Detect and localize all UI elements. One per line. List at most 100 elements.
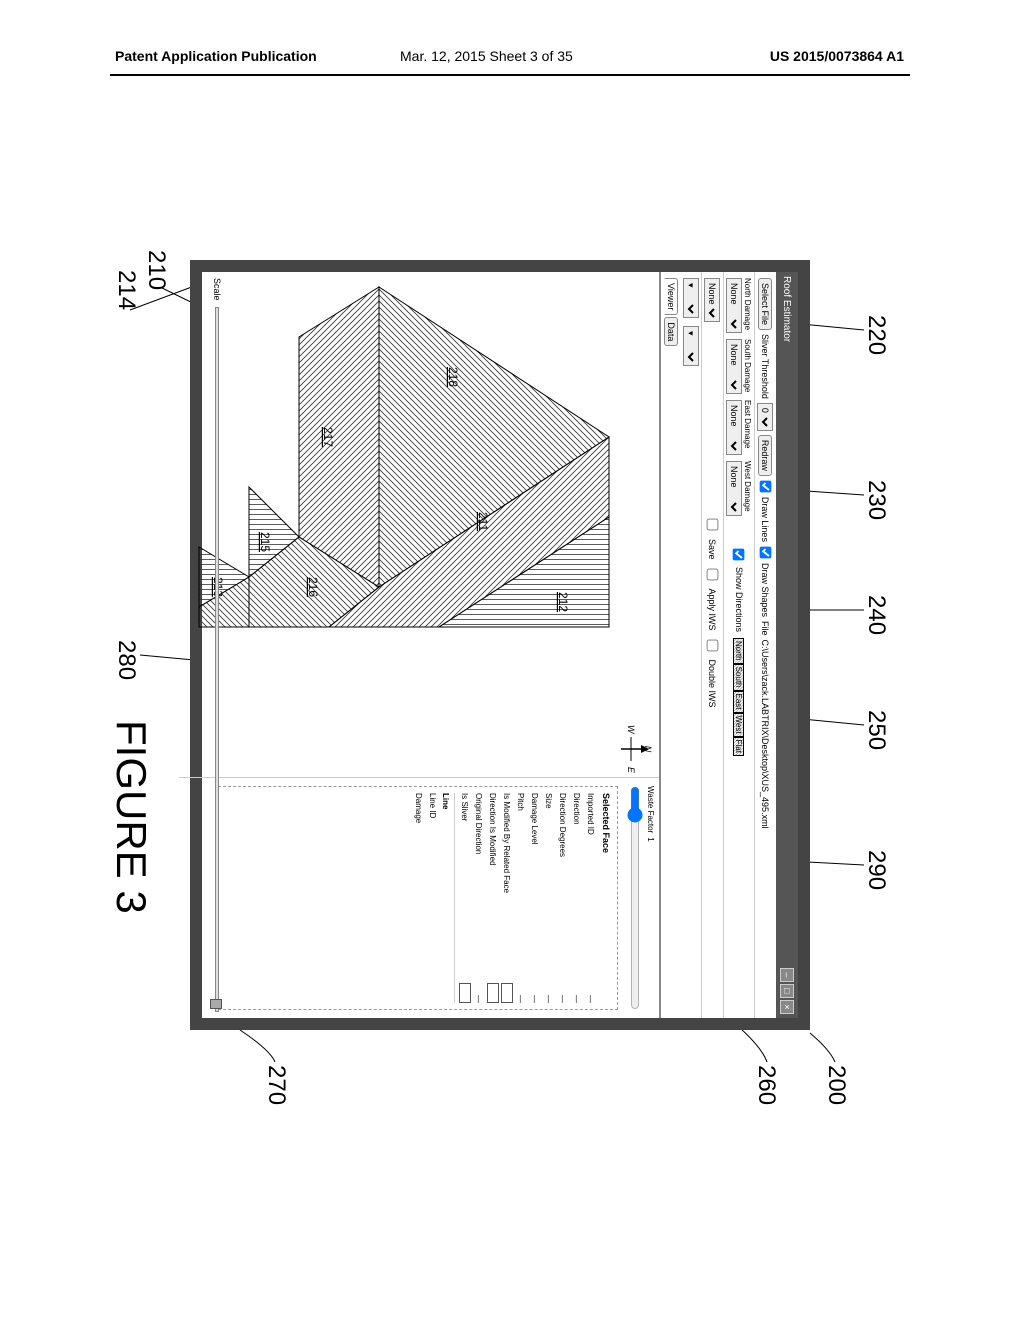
selected-face-row: Direction Degrees — [557, 793, 569, 1003]
south-damage-select[interactable]: None — [726, 339, 742, 394]
scale-slider[interactable] — [215, 307, 219, 1012]
tab-data[interactable]: Data — [664, 317, 678, 346]
selected-face-row: Size — [543, 793, 555, 1003]
east-damage-group: East Damage None — [726, 400, 752, 455]
window-minimize-icon[interactable]: – — [780, 968, 794, 982]
tiny-select-1[interactable]: ▾ — [683, 278, 699, 318]
figure-label: FIGURE 3 — [107, 720, 155, 914]
page-root: Patent Application Publication Mar. 12, … — [0, 0, 1024, 1320]
publication-label: Patent Application Publication — [115, 48, 317, 64]
publication-sheet: Mar. 12, 2015 Sheet 3 of 35 — [400, 48, 573, 64]
save-checkbox[interactable] — [707, 519, 719, 531]
sliver-threshold-select[interactable]: 0 — [758, 403, 774, 431]
selected-face-value — [501, 983, 513, 1003]
draw-lines-label: Draw Lines — [761, 497, 771, 542]
callout-200: 200 — [822, 1065, 850, 1105]
double-iws-label: Double IWS — [708, 660, 718, 708]
dir-west-button[interactable]: West — [734, 713, 745, 737]
face-label-218: 218 — [446, 367, 460, 387]
file-path-label: C:\Users\zack.LABTRIX\Desktop\XUS_495.xm… — [761, 640, 771, 829]
scale-slider-handle[interactable] — [210, 999, 222, 1009]
selected-face-value — [487, 983, 499, 1003]
header: Patent Application Publication Mar. 12, … — [0, 48, 1024, 72]
titlebar-title: Roof Estimator — [782, 276, 793, 342]
bottom-scale: Scale — [208, 278, 226, 1012]
callout-220: 220 — [862, 315, 890, 355]
west-damage-select[interactable]: None — [726, 461, 742, 516]
selected-face-row: Damage Level — [529, 793, 541, 1003]
waste-factor-row: Waste Factor 1 — [646, 786, 655, 1010]
draw-lines-checkbox[interactable] — [760, 481, 772, 493]
select-file-button[interactable]: Select File — [759, 278, 773, 330]
header-rule — [110, 74, 910, 76]
selected-face-row: Original Direction — [473, 793, 485, 1003]
west-damage-group: West Damage None — [726, 461, 752, 516]
dir-flat-button[interactable]: Flat — [734, 737, 745, 756]
line-row: Line ID — [427, 793, 439, 1003]
callout-270: 270 — [262, 1065, 290, 1105]
line-row: Damage — [413, 793, 425, 1003]
dir-east-button[interactable]: East — [734, 691, 745, 713]
selected-face-value — [573, 983, 582, 1003]
window-maximize-icon[interactable]: □ — [780, 984, 794, 998]
dir-south-button[interactable]: South — [734, 664, 745, 691]
face-label-212: 212 — [556, 592, 570, 612]
east-damage-label: East Damage — [743, 400, 752, 448]
selected-face-key: Direction — [573, 793, 582, 825]
app-window: Roof Estimator – □ × Select File Sliver … — [190, 260, 810, 1030]
window-close-icon[interactable]: × — [780, 1000, 794, 1014]
show-directions-checkbox[interactable] — [733, 549, 745, 561]
double-iws-checkbox[interactable] — [707, 639, 719, 651]
tiny-select-2[interactable]: ▾ — [683, 326, 699, 366]
show-directions-label: Show Directions — [734, 567, 744, 632]
waste-factor-value: 1 — [646, 837, 655, 841]
extra-select[interactable]: None — [705, 278, 721, 322]
canvas-area[interactable]: N W E — [179, 272, 659, 778]
callout-280: 280 — [112, 640, 140, 680]
callout-290: 290 — [862, 850, 890, 890]
selected-face-key: Size — [545, 793, 554, 809]
east-damage-select[interactable]: None — [726, 400, 742, 455]
toolbar-row-3b: ▾ ▾ — [681, 272, 701, 1018]
selected-face-key: Original Direction — [475, 793, 484, 854]
draw-shapes-label: Draw Shapes — [761, 563, 771, 617]
selected-face-key: Is Sliver — [461, 793, 470, 821]
titlebar: Roof Estimator – □ × — [776, 272, 798, 1018]
sliver-threshold-label: Sliver Threshold — [761, 334, 771, 399]
waste-factor-label: Waste Factor — [646, 786, 655, 833]
side-panel: Waste Factor 1 Selected Face Imported ID… — [179, 778, 659, 1018]
selected-face-key: Direction Degrees — [559, 793, 568, 857]
line-row-key: Damage — [415, 793, 424, 823]
line-row-key: Line ID — [429, 793, 438, 818]
callout-250: 250 — [862, 710, 890, 750]
waste-factor-slider[interactable] — [630, 786, 640, 1010]
selected-face-value — [475, 983, 484, 1003]
face-label-217: 217 — [321, 427, 335, 447]
draw-shapes-checkbox[interactable] — [760, 547, 772, 559]
toolbar-row-3: None Save Apply IWS Double IWS — [701, 272, 723, 1018]
callout-260: 260 — [752, 1065, 780, 1105]
face-label-211: 211 — [476, 512, 490, 531]
south-damage-label: South Damage — [743, 339, 752, 392]
redraw-button[interactable]: Redraw — [759, 435, 773, 476]
rotated-figure: 220 230 240 250 290 200 260 270 210 214 … — [110, 160, 910, 1180]
selected-face-value — [459, 983, 471, 1003]
dir-north-button[interactable]: North — [734, 638, 745, 664]
west-damage-label: West Damage — [743, 461, 752, 512]
selected-face-row: Is Sliver — [459, 793, 471, 1003]
direction-buttons: North South East West Flat — [734, 638, 745, 756]
line-section-label: Line — [441, 793, 450, 809]
callout-214: 214 — [112, 270, 140, 310]
selected-face-value — [517, 983, 526, 1003]
north-damage-select[interactable]: None — [726, 278, 742, 333]
north-damage-label: North Damage — [743, 278, 752, 330]
callout-240: 240 — [862, 595, 890, 635]
selected-face-key: Damage Level — [531, 793, 540, 845]
selected-face-row: Pitch — [515, 793, 527, 1003]
apply-iws-checkbox[interactable] — [707, 568, 719, 580]
apply-iws-label: Apply IWS — [708, 589, 718, 631]
selected-face-key: Direction Is Modified — [489, 793, 498, 865]
selected-face-value — [545, 983, 554, 1003]
tab-viewer[interactable]: Viewer — [664, 278, 679, 315]
selected-face-row: Imported ID — [585, 793, 597, 1003]
